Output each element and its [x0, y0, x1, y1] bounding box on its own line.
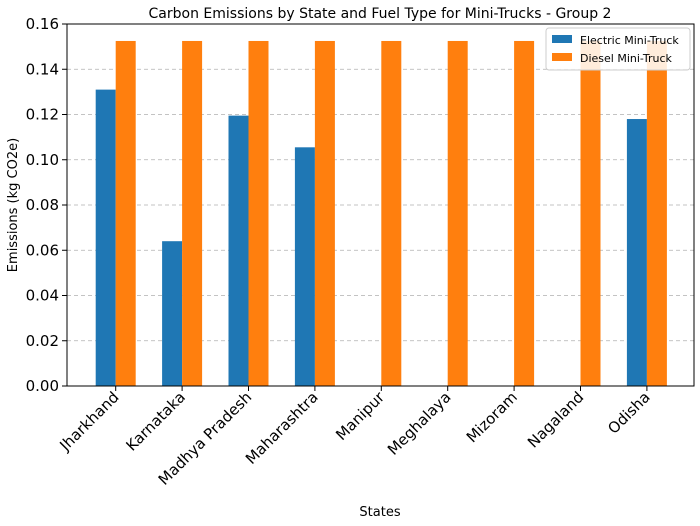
y-tick-label: 0.08: [26, 196, 59, 214]
y-tick-label: 0.02: [26, 332, 59, 350]
y-tick-label: 0.06: [26, 241, 59, 259]
y-tick-label: 0.04: [26, 287, 59, 305]
legend-swatch: [552, 35, 572, 43]
y-tick-label: 0.00: [26, 377, 59, 395]
y-tick-label: 0.16: [26, 15, 59, 33]
legend-box: [545, 27, 691, 71]
bar-diesel: [182, 40, 203, 386]
bars: [95, 40, 667, 387]
bar-electric: [626, 119, 647, 387]
x-axis-label: States: [359, 505, 400, 520]
y-tick-label: 0.10: [26, 151, 59, 169]
bar-diesel: [514, 40, 535, 386]
bar-diesel: [646, 40, 667, 386]
bar-diesel: [447, 40, 468, 386]
legend-label: Electric Mini-Truck: [580, 34, 679, 47]
bar-electric: [294, 147, 315, 386]
y-ticks: 0.00 0.02 0.04 0.06 0.08 0.10 0.12 0.14 0.16: [26, 15, 67, 395]
bar-diesel: [381, 40, 402, 386]
legend: Electric Mini-Truck Diesel Mini-Truck: [545, 27, 691, 71]
chart-title: Carbon Emissions by State and Fuel Type …: [149, 6, 612, 22]
bar-electric: [95, 89, 116, 387]
legend-swatch: [552, 53, 572, 61]
bar-diesel: [314, 40, 335, 386]
y-tick-label: 0.12: [26, 106, 59, 124]
bar-electric: [162, 241, 183, 386]
legend-label: Diesel Mini-Truck: [580, 52, 673, 65]
bar-diesel: [115, 40, 136, 386]
bar-electric: [228, 115, 249, 386]
bar-diesel: [248, 40, 269, 386]
y-axis-label: Emissions (kg CO2e): [6, 138, 21, 272]
y-tick-label: 0.14: [26, 60, 59, 78]
bar-diesel: [580, 40, 601, 386]
